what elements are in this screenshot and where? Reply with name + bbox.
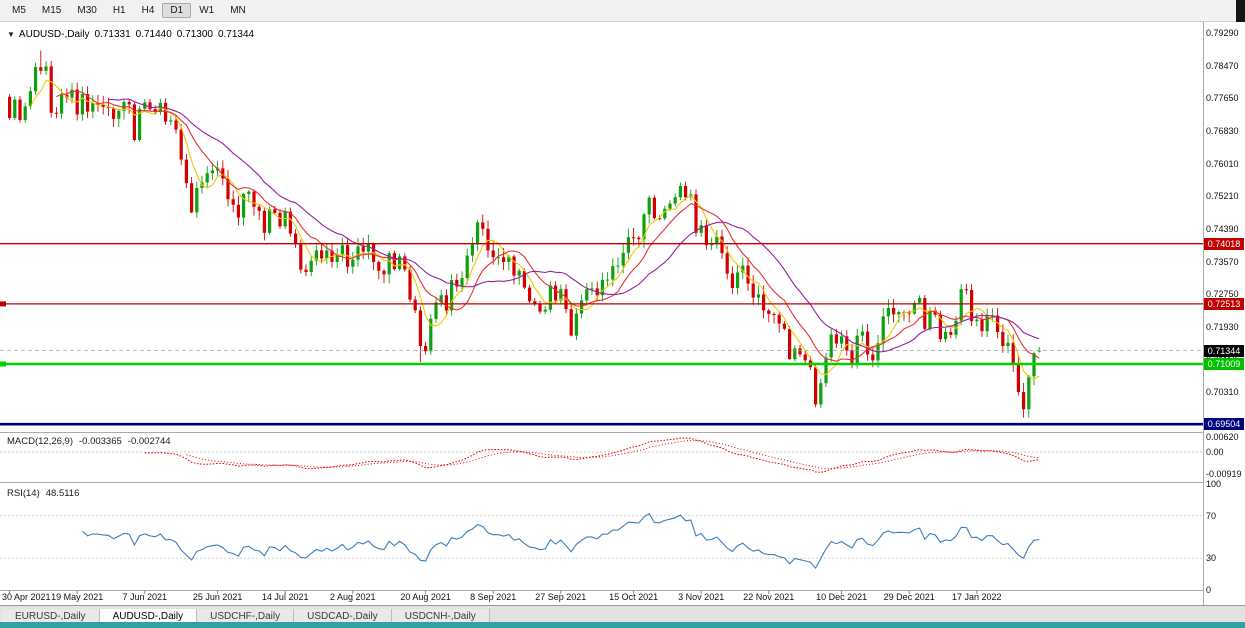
line-handle[interactable] (0, 301, 6, 307)
macd-axis-label: -0.00919 (1206, 469, 1242, 479)
panel-separators (0, 22, 1204, 605)
macd-main-value: -0.003365 (79, 436, 122, 447)
rsi-axis-label: 0 (1206, 585, 1212, 595)
price-axis-label: 0.72750 (1206, 289, 1239, 300)
price-axis: 0.79290 0.78470 0.77650 0.76830 0.76010 0.752… (1203, 22, 1245, 605)
date-label: 10 Dec 2021 (816, 592, 867, 602)
macd-signal-line (186, 439, 1040, 470)
price-axis-label: 0.73570 (1206, 256, 1239, 267)
rsi-line (82, 512, 1040, 570)
timeframe-button-h4[interactable]: H4 (141, 5, 155, 16)
current-price-badge: 0.71344 (1204, 344, 1244, 357)
ohlc-high: 0.71440 (135, 29, 172, 40)
macd-signal-value: -0.002744 (127, 436, 171, 447)
chart-title: ▼ AUDUSD-,Daily 0.71331 0.71440 0.71300 0.713… (7, 29, 259, 40)
symbol-label: AUDUSD-,Daily (18, 29, 90, 40)
price-axis-label: 0.71930 (1206, 322, 1239, 333)
price-axis-label: 0.76010 (1206, 159, 1239, 169)
date-label: 3 Nov 2021 (678, 592, 724, 602)
window-corner (1236, 0, 1245, 22)
date-label: 15 Oct 2021 (609, 592, 658, 602)
line-handle[interactable] (0, 361, 6, 367)
date-label: 2 Aug 2021 (330, 592, 376, 602)
rsi-name: RSI(14) (7, 488, 40, 499)
date-label: 30 Apr 2021 (2, 592, 51, 602)
chart-area: 30 Apr 2021 19 May 2021 7 Jun 2021 25 Jun 2… (0, 22, 1245, 605)
moving-averages-layer (29, 79, 1040, 380)
timeframe-button-h1[interactable]: H1 (112, 5, 126, 16)
chart-tab-usdcnh[interactable]: USDCNH-,Daily (391, 609, 490, 625)
ohlc-close: 0.71344 (217, 29, 255, 40)
rsi-value: 48.5116 (45, 488, 80, 499)
price-axis-label: 0.70310 (1206, 387, 1239, 397)
date-label: 17 Jan 2022 (952, 592, 1002, 602)
timeframe-button-mn[interactable]: MN (230, 5, 246, 16)
price-axis-label: 0.79290 (1206, 27, 1239, 38)
date-label: 14 Jul 2021 (262, 592, 309, 602)
collapse-icon[interactable]: ▼ (7, 30, 15, 39)
chart-tab-usdcad[interactable]: USDCAD-,Daily (294, 609, 392, 625)
candles-layer (8, 50, 1041, 418)
ohlc-open: 0.71331 (94, 29, 131, 40)
macd-axis-label: 0.00 (1206, 447, 1224, 457)
price-axis-label: 0.78470 (1206, 60, 1239, 71)
macd-main-line (144, 437, 1040, 473)
date-label: 20 Aug 2021 (400, 592, 451, 602)
price-axis-label: 0.74390 (1206, 223, 1239, 234)
timeframe-button-m30[interactable]: M30 (77, 5, 97, 16)
timeframe-button-w1[interactable]: W1 (199, 5, 215, 16)
price-axis-label: 0.76830 (1206, 126, 1239, 137)
ohlc-low: 0.71300 (176, 29, 213, 40)
date-label: 27 Sep 2021 (535, 592, 586, 602)
date-label: 7 Jun 2021 (123, 592, 168, 602)
chart-tab-usdchf[interactable]: USDCHF-,Daily (197, 609, 295, 625)
bottom-strip (0, 622, 1245, 628)
rsi-axis-label: 70 (1206, 510, 1217, 521)
macd-name: MACD(12,26,9) (7, 436, 73, 447)
timeframe-button-m15[interactable]: M15 (41, 5, 62, 16)
chart-canvas[interactable]: 30 Apr 2021 19 May 2021 7 Jun 2021 25 Jun 2… (0, 22, 1245, 605)
time-axis[interactable]: 30 Apr 2021 19 May 2021 7 Jun 2021 25 Jun 2… (2, 590, 1002, 603)
support-line-1-badge: 0.71009 (1204, 358, 1244, 370)
date-label: 22 Nov 2021 (743, 592, 794, 602)
rsi-axis-label: 100 (1206, 479, 1222, 489)
macd-label: MACD(12,26,9) -0.003365 -0.002744 (7, 436, 177, 447)
date-label: 19 May 2021 (51, 592, 103, 602)
rsi-axis-label: 30 (1206, 553, 1217, 564)
price-axis-label: 0.77650 (1206, 93, 1239, 104)
date-label: 29 Dec 2021 (884, 592, 935, 602)
macd-axis-label: 0.00620 (1206, 432, 1239, 443)
timeframe-button-m5[interactable]: M5 (12, 5, 26, 16)
chart-tabs-bar: EURUSD-,Daily AUDUSD-,Daily USDCHF-,Daily U… (0, 605, 1245, 625)
timeframe-toolbar: M5 M15 M30 H1 H4 D1 W1 MN (0, 0, 1245, 22)
horizontal-lines-layer[interactable] (0, 243, 1203, 426)
chart-tab-audusd[interactable]: AUDUSD-,Daily (99, 609, 198, 625)
indicators-layer (82, 437, 1040, 570)
support-line-2-badge: 0.69504 (1204, 418, 1244, 431)
price-axis-label: 0.75210 (1206, 191, 1239, 201)
date-label: 8 Sep 2021 (470, 592, 516, 602)
timeframe-button-d1[interactable]: D1 (162, 3, 192, 18)
rsi-label: RSI(14) 48.5116 (7, 488, 85, 499)
resistance-line-2-badge: 0.72513 (1204, 297, 1244, 310)
resistance-line-1-badge: 0.74018 (1204, 237, 1244, 250)
date-label: 25 Jun 2021 (193, 592, 243, 602)
chart-tab-eurusd[interactable]: EURUSD-,Daily (2, 609, 100, 625)
